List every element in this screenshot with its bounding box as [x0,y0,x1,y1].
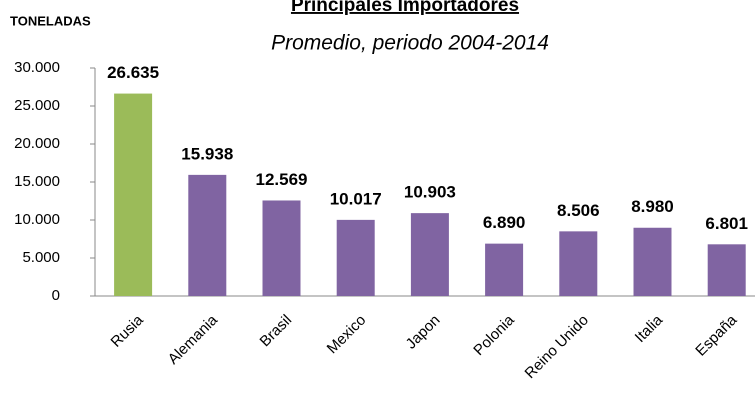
bar [410,213,449,296]
bar [114,93,153,296]
y-tick-label: 15.000 [14,173,60,190]
bar [336,219,375,296]
value-label: 15.938 [181,144,233,163]
bar [559,231,598,296]
bar [633,227,672,296]
x-tick-label: Reino Unido [522,312,592,382]
y-tick-label: 5.000 [22,249,60,266]
value-label: 6.801 [705,214,748,233]
x-tick-label: Italia [632,311,667,346]
x-tick-label: Polonia [470,311,518,359]
bar [485,243,524,296]
value-label: 12.569 [256,170,308,189]
bar [188,174,227,296]
x-tick-label: Japon [403,312,444,353]
x-tick-label: España [692,311,740,359]
bar [707,244,746,296]
y-tick-label: 30.000 [14,59,60,76]
x-tick-label: Mexico [324,312,370,358]
y-axis-label: TONELADAS [10,13,91,28]
y-tick-label: 10.000 [14,211,60,228]
value-label: 26.635 [107,63,159,82]
x-tick-label: Alemania [165,311,222,368]
chart-subtitle: Promedio, periodo 2004-2014 [271,32,549,55]
y-tick-label: 25.000 [14,97,60,114]
value-label: 6.890 [483,213,526,232]
y-tick-label: 20.000 [14,135,60,152]
value-label: 10.017 [330,189,382,208]
value-label: 10.903 [404,183,456,202]
x-tick-label: Rusia [108,311,148,351]
bar [262,200,301,296]
value-label: 8.506 [557,201,600,220]
y-tick-label: 0 [52,287,60,304]
chart-title: Principales Importadores [291,0,519,16]
value-label: 8.980 [631,197,674,216]
x-tick-label: Brasil [257,312,296,351]
